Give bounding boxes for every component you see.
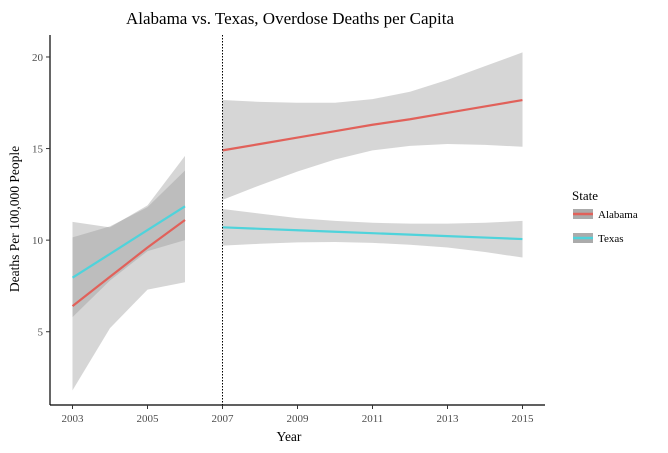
y-tick-label: 10 bbox=[32, 235, 44, 247]
texas-line-1 bbox=[71, 205, 186, 279]
x-tick-label: 2013 bbox=[437, 413, 460, 425]
x-tick-label: 2005 bbox=[137, 413, 160, 425]
texas-ribbon-1 bbox=[72, 170, 185, 318]
x-tick-label: 2015 bbox=[512, 413, 535, 425]
alabama-ribbon-2 bbox=[222, 52, 523, 200]
legend-label-texas: Texas bbox=[598, 233, 624, 245]
x-tick-label: 2003 bbox=[62, 413, 85, 425]
y-tick-label: 20 bbox=[32, 52, 44, 64]
alabama-ribbon-1 bbox=[72, 155, 185, 391]
alabama-line-2 bbox=[222, 98, 523, 152]
x-tick-label: 2007 bbox=[212, 413, 235, 425]
alabama-line-1 bbox=[71, 219, 186, 307]
series-lines bbox=[71, 98, 523, 307]
texas-line-2 bbox=[222, 226, 523, 241]
y-axis-ticks: 5 10 15 20 bbox=[32, 52, 50, 339]
confidence-ribbons bbox=[72, 52, 523, 391]
chart-title: Alabama vs. Texas, Overdose Deaths per C… bbox=[126, 9, 454, 28]
x-axis-title: Year bbox=[277, 429, 302, 444]
legend-label-alabama: Alabama bbox=[598, 209, 638, 221]
y-tick-label: 15 bbox=[32, 144, 44, 156]
legend-items: Alabama Texas bbox=[573, 209, 638, 245]
x-axis-ticks: 2003 2005 2007 2009 2011 2013 2015 bbox=[62, 405, 535, 425]
legend-title: State bbox=[572, 188, 598, 203]
y-axis-title: Deaths Per 100,000 People bbox=[7, 146, 22, 292]
y-tick-label: 5 bbox=[38, 327, 44, 339]
legend: State Alabama Texas bbox=[572, 188, 638, 245]
x-tick-label: 2009 bbox=[287, 413, 310, 425]
x-tick-label: 2011 bbox=[362, 413, 384, 425]
